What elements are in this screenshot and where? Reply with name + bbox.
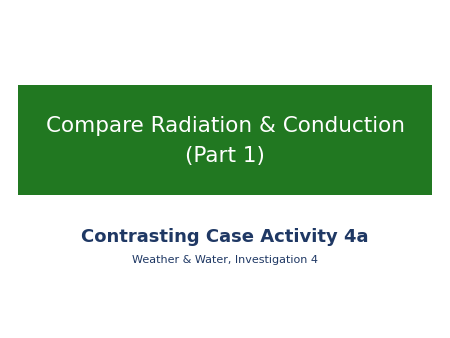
Text: Contrasting Case Activity 4a: Contrasting Case Activity 4a (81, 228, 369, 246)
Text: Weather & Water, Investigation 4: Weather & Water, Investigation 4 (132, 255, 318, 265)
Text: (Part 1): (Part 1) (185, 146, 265, 166)
Text: Compare Radiation & Conduction: Compare Radiation & Conduction (45, 116, 405, 136)
Bar (18, 85, 432, 195)
